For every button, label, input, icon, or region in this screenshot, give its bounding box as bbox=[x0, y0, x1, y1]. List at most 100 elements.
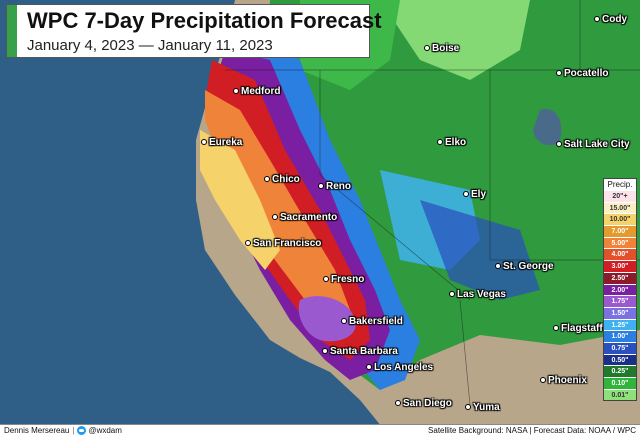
city-name: San Diego bbox=[403, 398, 452, 409]
city-dot bbox=[341, 318, 347, 325]
legend-item: 1.25" bbox=[604, 318, 636, 331]
page-title: WPC 7-Day Precipitation Forecast bbox=[27, 8, 382, 33]
city-label-bakersfield: Bakersfield bbox=[341, 316, 403, 327]
city-label-los-angeles: Los Angeles bbox=[366, 362, 433, 373]
precip-zone-very-light bbox=[380, 0, 530, 80]
twitter-icon bbox=[77, 426, 87, 436]
date-range: January 4, 2023 — January 11, 2023 bbox=[27, 37, 273, 54]
legend-item: 5.00" bbox=[604, 236, 636, 249]
city-name: Ely bbox=[471, 189, 487, 200]
precip-zone-intense bbox=[205, 90, 350, 330]
city-name: Eureka bbox=[209, 137, 243, 148]
city-label-pocatello: Pocatello bbox=[556, 68, 608, 79]
title-accent-bar bbox=[7, 5, 17, 57]
city-label-yuma: Yuma bbox=[465, 402, 500, 413]
precip-zone-bakersfield-max bbox=[298, 296, 356, 342]
city-name: Reno bbox=[326, 181, 351, 192]
city-name: San Francisco bbox=[253, 238, 322, 249]
city-label-chico: Chico bbox=[264, 174, 300, 185]
city-name: Phoenix bbox=[548, 375, 587, 386]
city-dot bbox=[594, 16, 600, 23]
city-dot bbox=[245, 240, 251, 247]
city-name: Las Vegas bbox=[457, 289, 506, 300]
city-label-st-george: St. George bbox=[495, 261, 554, 272]
city-dot bbox=[233, 88, 239, 95]
footer-separator: | bbox=[72, 426, 75, 435]
title-panel: WPC 7-Day Precipitation Forecast January… bbox=[6, 4, 382, 58]
city-dot bbox=[437, 139, 443, 146]
footer-credits: Satellite Background: NASA | Forecast Da… bbox=[428, 426, 636, 435]
precip-zone-southern-nevada bbox=[420, 200, 540, 300]
city-label-elko: Elko bbox=[437, 137, 466, 148]
california-nevada-border-south bbox=[319, 174, 471, 301]
city-name: Boise bbox=[432, 43, 460, 54]
city-name: Cody bbox=[602, 14, 627, 25]
city-label-santa-barbara: Santa Barbara bbox=[322, 346, 398, 357]
city-label-medford: Medford bbox=[233, 86, 280, 97]
city-dot bbox=[323, 276, 329, 283]
legend-item: 1.75" bbox=[604, 295, 636, 307]
city-name: Chico bbox=[272, 174, 300, 185]
legend-item: 0.10" bbox=[604, 377, 636, 389]
city-name: Sacramento bbox=[280, 212, 338, 223]
city-label-ely: Ely bbox=[463, 189, 486, 200]
legend-item: 15.00" bbox=[604, 201, 636, 214]
city-dot bbox=[553, 325, 559, 332]
city-label-salt-lake-city: Salt Lake City bbox=[556, 139, 630, 150]
city-dot bbox=[463, 191, 469, 198]
legend-item: 1.00" bbox=[604, 330, 636, 342]
city-label-sacramento: Sacramento bbox=[272, 212, 337, 223]
twitter-handle: @wxdam bbox=[88, 426, 122, 435]
precip-legend: Precip. 20"+ 15.00" 10.00" 7.00" 5.00" 4.00" 3… bbox=[603, 178, 637, 402]
city-label-las-vegas: Las Vegas bbox=[449, 289, 506, 300]
city-dot bbox=[495, 263, 501, 270]
legend-title: Precip. bbox=[607, 180, 633, 189]
city-label-san-diego: San Diego bbox=[395, 398, 452, 409]
legend-item: 20"+ bbox=[604, 190, 636, 202]
city-dot bbox=[322, 348, 328, 355]
state-borders bbox=[225, 0, 640, 406]
city-name: Elko bbox=[445, 137, 467, 148]
city-name: Los Angeles bbox=[374, 362, 434, 373]
city-dot bbox=[366, 364, 372, 371]
city-dot bbox=[556, 141, 562, 148]
city-dot bbox=[424, 45, 430, 52]
city-name: Bakersfield bbox=[349, 316, 403, 327]
city-name: Flagstaff bbox=[561, 323, 603, 334]
city-label-san-francisco: San Francisco bbox=[245, 238, 321, 249]
city-label-fresno: Fresno bbox=[323, 274, 364, 285]
legend-item: 2.00" bbox=[604, 283, 636, 296]
city-dot bbox=[449, 291, 455, 298]
city-dot bbox=[201, 139, 207, 146]
city-label-flagstaff: Flagstaff bbox=[553, 323, 603, 334]
legend-item: 7.00" bbox=[604, 225, 636, 237]
legend-item: 0.25" bbox=[604, 365, 636, 377]
city-label-eureka: Eureka bbox=[201, 137, 242, 148]
city-dot bbox=[318, 183, 324, 190]
city-dot bbox=[556, 70, 562, 77]
legend-item: 10.00" bbox=[604, 213, 636, 226]
great-salt-lake bbox=[533, 109, 562, 146]
city-label-cody: Cody bbox=[594, 14, 627, 25]
city-label-boise: Boise bbox=[424, 43, 459, 54]
footer: Dennis Mersereau | @wxdam Satellite Backgr… bbox=[0, 424, 640, 437]
legend-item: 3.00" bbox=[604, 260, 636, 272]
legend-item: 0.75" bbox=[604, 341, 636, 354]
legend-item: 0.01" bbox=[604, 388, 636, 401]
city-name: Pocatello bbox=[564, 68, 609, 79]
city-dot bbox=[540, 377, 546, 384]
city-dot bbox=[272, 214, 278, 221]
city-label-reno: Reno bbox=[318, 181, 351, 192]
city-dot bbox=[264, 176, 270, 183]
precip-zone-extreme bbox=[200, 130, 280, 270]
legend-item: 1.50" bbox=[604, 306, 636, 319]
city-dot bbox=[395, 400, 401, 407]
city-name: Fresno bbox=[331, 274, 365, 285]
legend-item: 0.50" bbox=[604, 353, 636, 366]
legend-item: 2.50" bbox=[604, 271, 636, 284]
city-name: St. George bbox=[503, 261, 554, 272]
author-name: Dennis Mersereau bbox=[4, 426, 70, 435]
city-name: Santa Barbara bbox=[330, 346, 398, 357]
city-dot bbox=[465, 404, 471, 411]
